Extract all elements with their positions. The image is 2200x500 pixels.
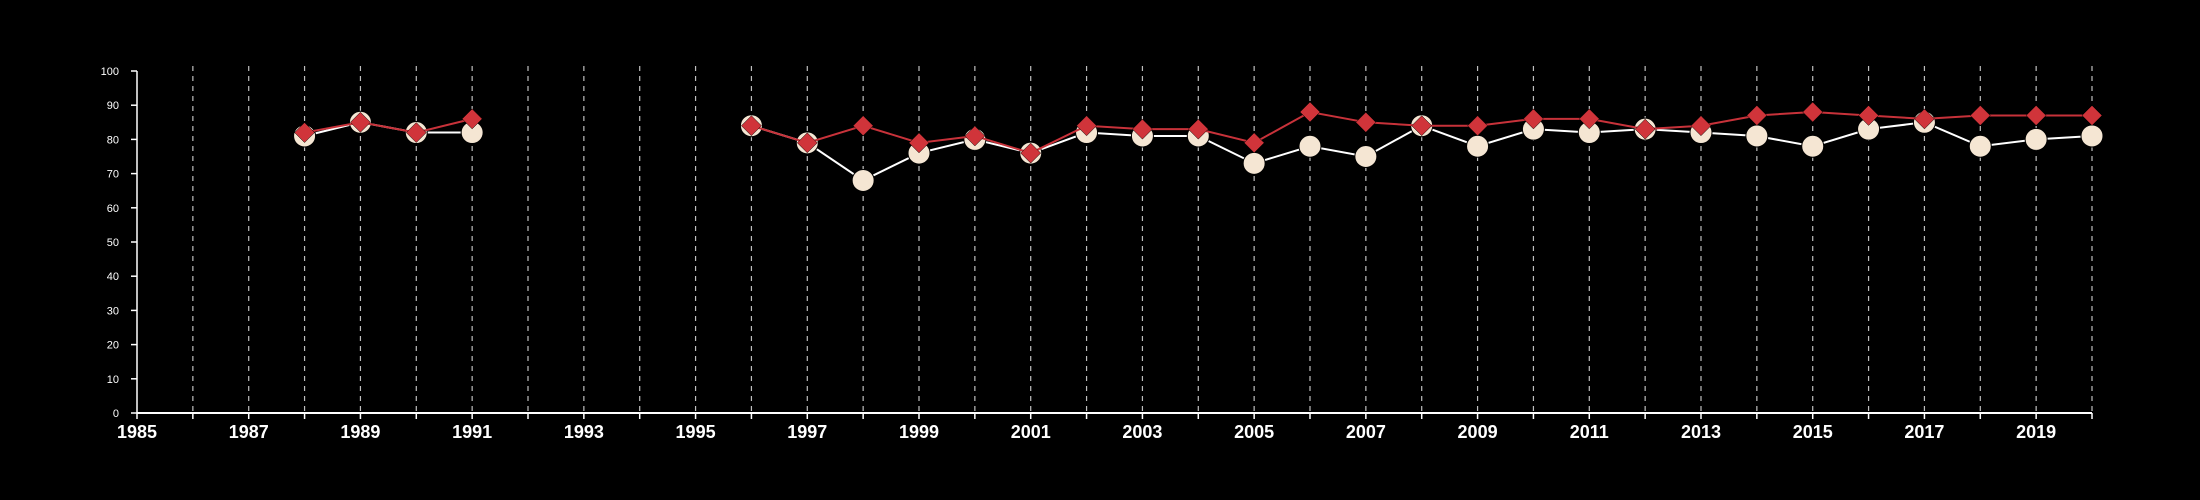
- x-tick-label-2007: 2007: [1346, 422, 1386, 442]
- series-1-point-2003: [1132, 118, 1153, 140]
- x-tick-label-1999: 1999: [899, 422, 939, 442]
- y-tick-label-50: 50: [107, 237, 119, 249]
- series-1-point-2002: [1076, 115, 1097, 137]
- series-0-point-2014: [1745, 124, 1769, 148]
- series-1-point-2019: [2025, 105, 2047, 126]
- series-0-point-2019: [2024, 127, 2048, 151]
- series-1-point-2016: [1858, 105, 1879, 126]
- y-tick-label-100: 100: [101, 66, 119, 78]
- series-1-point-1991: [461, 108, 483, 130]
- series-0-point-2015: [1801, 134, 1825, 158]
- series-1-point-2014: [1746, 105, 1768, 126]
- x-tick-label-1989: 1989: [340, 422, 380, 442]
- series-1-point-1997: [796, 132, 818, 154]
- series-1-point-2004: [1187, 118, 1209, 140]
- x-tick-label-1985: 1985: [117, 422, 157, 442]
- series-1-point-1989: [350, 111, 371, 133]
- x-tick-label-2003: 2003: [1122, 422, 1162, 442]
- x-tick-label-2015: 2015: [1793, 422, 1833, 442]
- x-tick-label-1995: 1995: [676, 422, 716, 442]
- series-1-point-1988: [294, 122, 315, 143]
- y-tick-label-40: 40: [107, 271, 119, 283]
- series-1-line-0: [304, 117, 473, 134]
- grid-lines: [192, 66, 2093, 413]
- x-tick-label-2019: 2019: [2016, 422, 2056, 442]
- series-0-point-2009: [1466, 134, 1490, 158]
- x-tick-label-2011: 2011: [1570, 422, 1609, 442]
- y-tick-label-60: 60: [107, 203, 119, 215]
- series-1-point-1990: [405, 122, 427, 143]
- series-1-point-2017: [1914, 108, 1935, 130]
- series-1-point-2012: [1634, 118, 1656, 140]
- series-1-point-1996: [741, 115, 762, 137]
- series-1-point-2015: [1802, 101, 1824, 123]
- x-tick-label-1991: 1991: [452, 422, 492, 442]
- x-tick-label-2009: 2009: [1458, 422, 1498, 442]
- series-layer: [293, 101, 2104, 192]
- series-1-point-2001: [1020, 142, 1042, 164]
- y-tick-label-90: 90: [107, 100, 119, 112]
- series-1-point-2005: [1243, 132, 1265, 154]
- x-tick-label-1987: 1987: [229, 422, 269, 442]
- y-tick-label-30: 30: [107, 305, 119, 317]
- x-tick-label-2005: 2005: [1234, 422, 1274, 442]
- y-tick-label-0: 0: [113, 408, 119, 420]
- series-1-point-2018: [1969, 105, 1991, 126]
- series-0-point-2018: [1968, 134, 1992, 158]
- series-0-point-2006: [1298, 134, 1322, 158]
- x-tick-label-2017: 2017: [1904, 422, 1944, 442]
- series-1-point-2007: [1355, 111, 1377, 133]
- series-1: [294, 101, 2103, 164]
- y-tick-label-10: 10: [107, 374, 119, 386]
- x-tick-label-2001: 2001: [1011, 422, 1051, 442]
- y-tick-label-70: 70: [107, 169, 119, 181]
- series-0-point-1998: [851, 168, 875, 192]
- series-1-point-1998: [852, 115, 874, 137]
- series-1-point-1999: [908, 132, 930, 154]
- series-1-point-2009: [1467, 115, 1488, 137]
- y-tick-label-20: 20: [107, 340, 119, 352]
- x-tick-label-2013: 2013: [1681, 422, 1721, 442]
- x-tick-label-1997: 1997: [787, 422, 827, 442]
- y-tick-label-80: 80: [107, 134, 119, 146]
- series-1-point-2020: [2081, 105, 2103, 126]
- series-0-point-2007: [1354, 145, 1378, 168]
- series-0-point-2005: [1242, 151, 1266, 175]
- series-1-point-2000: [964, 125, 986, 147]
- series-1-point-2013: [1690, 115, 1712, 137]
- series-1-point-2010: [1523, 108, 1544, 130]
- series-1-point-2008: [1411, 115, 1433, 137]
- series-0-point-2020: [2080, 124, 2104, 148]
- series-1-point-2006: [1299, 101, 1321, 123]
- x-tick-label-1993: 1993: [564, 422, 604, 442]
- axes: 0 10 20 30 40 50 60 70 80 90 100 1985 1987 1989 1991 19…: [101, 66, 2093, 442]
- series-1-point-2011: [1578, 108, 1600, 130]
